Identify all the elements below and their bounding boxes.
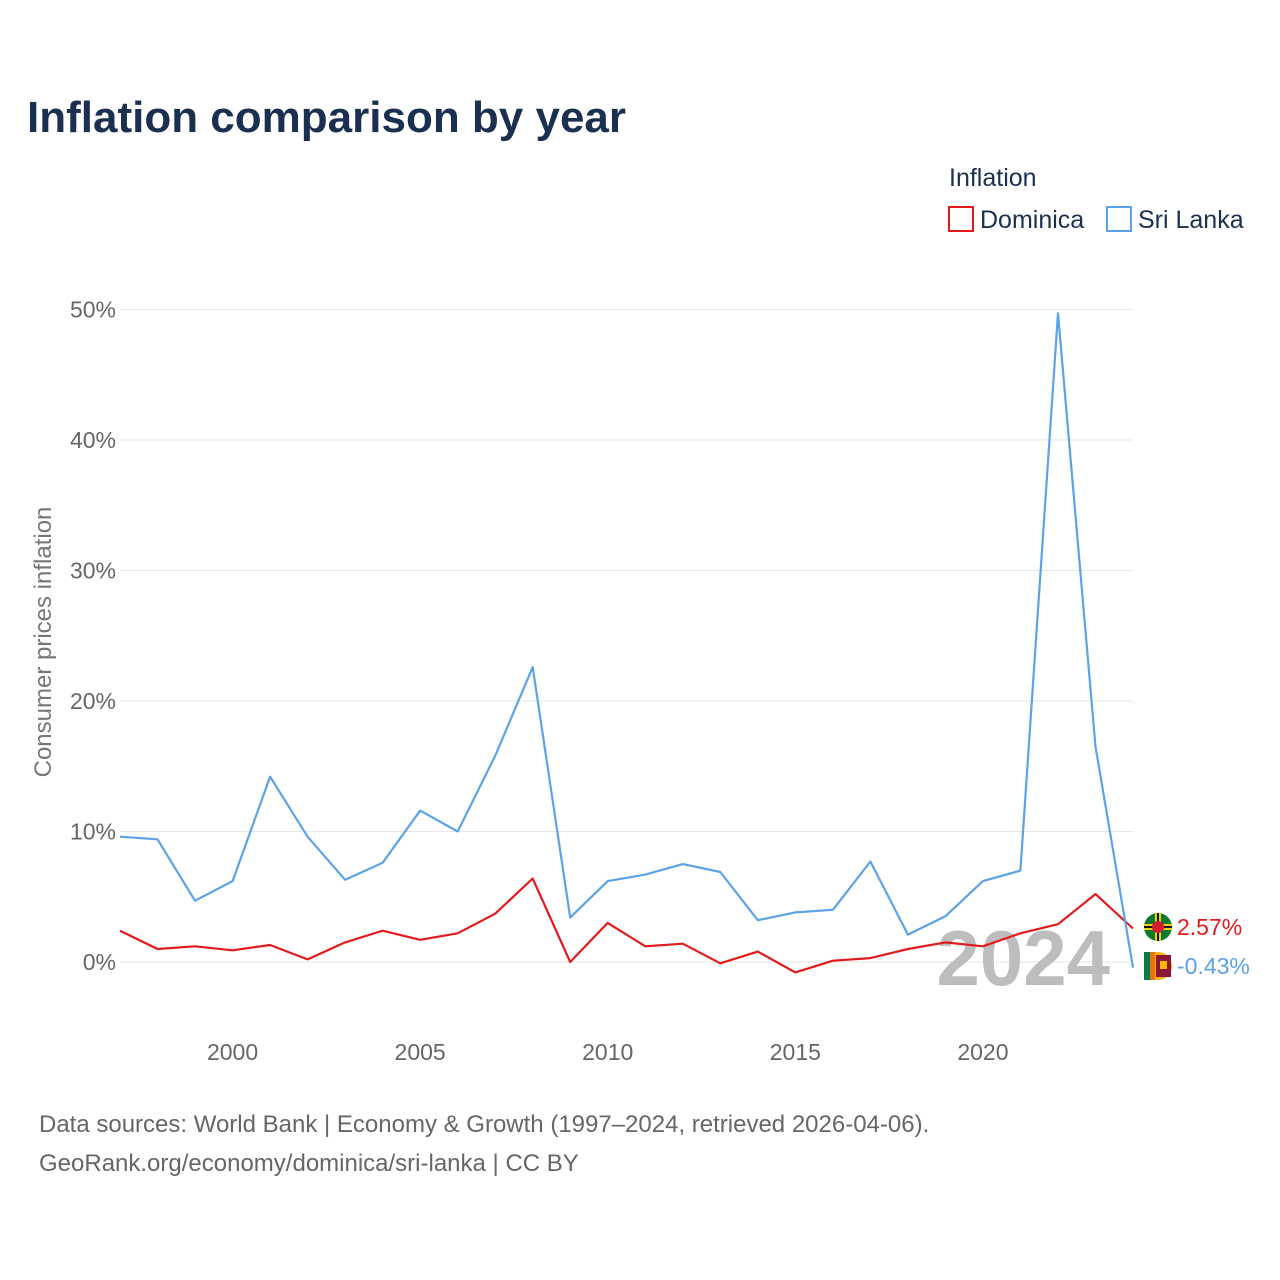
series-end-markers: 2.57% -0.43% (1144, 913, 1250, 980)
x-tick-label: 2000 (207, 1039, 258, 1065)
chart-title: Inflation comparison by year (27, 93, 626, 142)
series-line-sri-lanka (119, 312, 1135, 968)
grid-lines (120, 309, 1133, 963)
legend-swatch-sri-lanka (1106, 206, 1132, 232)
legend-item-sri-lanka[interactable]: Sri Lanka (1106, 206, 1244, 234)
legend-title: Inflation (949, 164, 1037, 192)
y-tick-label: 20% (70, 688, 116, 714)
y-tick-label: 40% (70, 427, 116, 453)
legend-label-dominica: Dominica (980, 206, 1084, 234)
series-line-dominica (119, 877, 1134, 974)
legend-label-sri-lanka: Sri Lanka (1138, 206, 1244, 234)
end-label-dominica: 2.57% (1177, 914, 1242, 940)
flag-dominica-icon (1144, 913, 1172, 941)
year-watermark: 2024 (936, 914, 1110, 1002)
legend[interactable]: Inflation Dominica Sri Lanka (948, 164, 1244, 234)
y-tick-label: 0% (83, 949, 116, 975)
legend-swatch-dominica (948, 206, 974, 232)
x-tick-label: 2010 (582, 1039, 633, 1065)
source-url: GeoRank.org/economy/dominica/sri-lanka |… (39, 1150, 579, 1177)
end-label-sri-lanka: -0.43% (1177, 953, 1250, 979)
x-tick-label: 2015 (770, 1039, 821, 1065)
source-note: Data sources: World Bank | Economy & Gro… (39, 1111, 929, 1138)
y-axis-title: Consumer prices inflation (30, 507, 57, 778)
y-tick-label: 10% (70, 819, 116, 845)
y-tick-label: 50% (70, 297, 116, 323)
legend-item-dominica[interactable]: Dominica (948, 206, 1084, 234)
series-lines (119, 312, 1135, 974)
x-tick-label: 2005 (395, 1039, 446, 1065)
x-tick-label: 2020 (957, 1039, 1008, 1065)
x-axis-ticks: 2000 2005 2010 2015 2020 (207, 1039, 1009, 1065)
flag-sri-lanka-icon (1144, 952, 1172, 980)
y-axis-ticks: 0% 10% 20% 30% 40% 50% (70, 297, 116, 976)
y-tick-label: 30% (70, 558, 116, 584)
